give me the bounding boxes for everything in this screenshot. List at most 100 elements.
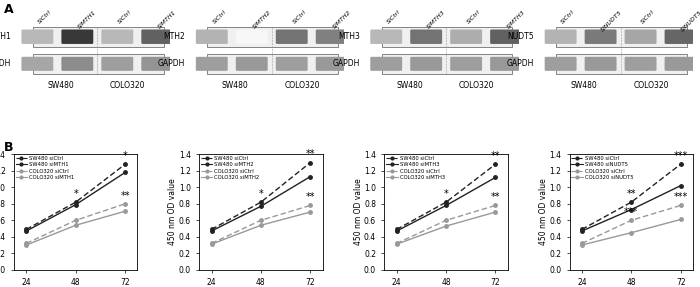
SW480 siMTH2	[207, 229, 216, 233]
SW480 siMTH3	[491, 176, 500, 179]
FancyBboxPatch shape	[490, 57, 522, 71]
COLO320 siCtrl	[257, 219, 265, 222]
Line: SW480 siMTH1: SW480 siMTH1	[25, 171, 127, 233]
SW480 siMTH3	[393, 229, 401, 233]
FancyBboxPatch shape	[141, 57, 173, 71]
COLO320 siNUDT5	[627, 231, 636, 234]
SW480 siCtrl	[306, 161, 314, 164]
Text: MTH2: MTH2	[164, 32, 186, 41]
Bar	[207, 54, 338, 74]
FancyBboxPatch shape	[236, 57, 267, 71]
SW480 siCtrl	[22, 228, 31, 231]
Text: **: **	[626, 189, 636, 199]
Text: **: **	[120, 191, 130, 201]
FancyBboxPatch shape	[22, 30, 53, 44]
Text: GAPDH: GAPDH	[507, 59, 534, 68]
Bar	[33, 27, 164, 47]
Line: COLO320 siMTH2: COLO320 siMTH2	[210, 210, 312, 246]
FancyBboxPatch shape	[584, 57, 617, 71]
FancyBboxPatch shape	[236, 30, 267, 44]
FancyBboxPatch shape	[102, 30, 133, 44]
Text: SiMTH1: SiMTH1	[77, 9, 98, 30]
FancyBboxPatch shape	[664, 57, 696, 71]
Bar	[556, 27, 687, 47]
Text: SW480: SW480	[570, 81, 597, 90]
Text: SW480: SW480	[396, 81, 423, 90]
COLO320 siCtrl	[491, 204, 500, 207]
COLO320 siCtrl	[22, 242, 31, 245]
FancyBboxPatch shape	[370, 30, 402, 44]
FancyBboxPatch shape	[276, 30, 308, 44]
SW480 siCtrl	[627, 200, 636, 204]
Text: **: **	[305, 192, 315, 202]
Text: NUDT5: NUDT5	[508, 32, 534, 41]
Line: SW480 siCtrl: SW480 siCtrl	[25, 162, 127, 231]
COLO320 siMTH2	[306, 210, 314, 214]
Text: **: **	[491, 151, 500, 161]
COLO320 siCtrl	[71, 219, 80, 222]
Text: COLO320: COLO320	[284, 81, 320, 90]
FancyBboxPatch shape	[545, 30, 577, 44]
COLO320 siMTH1	[71, 224, 80, 227]
Text: SiMTH2: SiMTH2	[332, 9, 352, 30]
SW480 siMTH1	[121, 171, 130, 174]
Line: COLO320 siCtrl: COLO320 siCtrl	[580, 204, 682, 245]
SW480 siMTH2	[306, 175, 314, 178]
FancyBboxPatch shape	[450, 57, 482, 71]
Text: ***: ***	[624, 207, 638, 217]
Line: SW480 siCtrl: SW480 siCtrl	[580, 162, 682, 231]
Line: COLO320 siCtrl: COLO320 siCtrl	[395, 204, 497, 245]
COLO320 siCtrl	[207, 242, 216, 245]
SW480 siMTH3	[442, 204, 450, 207]
FancyBboxPatch shape	[62, 57, 93, 71]
Text: SiNUDT5: SiNUDT5	[601, 9, 624, 33]
FancyBboxPatch shape	[664, 30, 696, 44]
Bar	[382, 27, 512, 47]
Text: B: B	[4, 141, 13, 154]
COLO320 siCtrl	[676, 204, 685, 207]
Text: COLO320: COLO320	[110, 81, 146, 90]
Text: GAPDH: GAPDH	[332, 59, 360, 68]
FancyBboxPatch shape	[545, 57, 577, 71]
SW480 siNUDT5	[627, 208, 636, 211]
Text: SiCtrl: SiCtrl	[466, 9, 482, 25]
Text: MTH1: MTH1	[0, 32, 11, 41]
SW480 siCtrl	[393, 228, 401, 231]
Text: *: *	[74, 189, 78, 199]
SW480 siNUDT5	[676, 184, 685, 187]
FancyBboxPatch shape	[276, 57, 308, 71]
SW480 siMTH1	[22, 229, 31, 233]
Y-axis label: 450 nm OD value: 450 nm OD value	[354, 179, 363, 245]
Text: SiCtrl: SiCtrl	[386, 9, 402, 25]
FancyBboxPatch shape	[196, 57, 228, 71]
Line: COLO320 siCtrl: COLO320 siCtrl	[210, 204, 312, 245]
Text: **: **	[305, 149, 315, 159]
Text: SiCtrl: SiCtrl	[212, 9, 228, 25]
SW480 siMTH2	[257, 205, 265, 208]
COLO320 siCtrl	[578, 242, 586, 245]
FancyBboxPatch shape	[450, 30, 482, 44]
COLO320 siMTH2	[207, 243, 216, 246]
Text: MTH3: MTH3	[338, 32, 360, 41]
Text: SiMTH2: SiMTH2	[252, 9, 272, 30]
Text: GAPDH: GAPDH	[0, 59, 11, 68]
COLO320 siMTH3	[442, 224, 450, 228]
COLO320 siNUDT5	[676, 218, 685, 221]
FancyBboxPatch shape	[102, 57, 133, 71]
Line: SW480 siNUDT5: SW480 siNUDT5	[580, 184, 682, 233]
FancyBboxPatch shape	[316, 30, 348, 44]
Bar	[382, 54, 512, 74]
Text: ***: ***	[673, 192, 688, 202]
Text: SiCtrl: SiCtrl	[561, 9, 576, 25]
Text: *: *	[122, 151, 127, 161]
Line: SW480 siCtrl: SW480 siCtrl	[210, 161, 312, 231]
FancyBboxPatch shape	[141, 30, 173, 44]
Bar	[207, 27, 338, 47]
COLO320 siCtrl	[442, 219, 450, 222]
Line: COLO320 siNUDT5: COLO320 siNUDT5	[580, 218, 682, 247]
Line: COLO320 siCtrl: COLO320 siCtrl	[25, 202, 127, 245]
SW480 siNUDT5	[578, 229, 586, 233]
Text: SW480: SW480	[222, 81, 248, 90]
Text: SiNUDT5: SiNUDT5	[680, 9, 700, 33]
FancyBboxPatch shape	[370, 57, 402, 71]
